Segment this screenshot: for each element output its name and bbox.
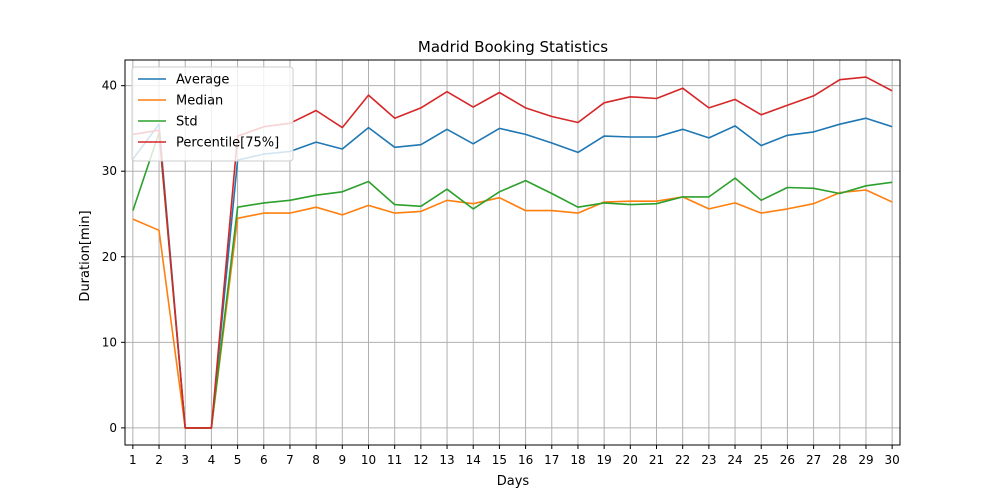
x-tick-label: 25 <box>754 453 769 467</box>
x-tick-label: 12 <box>413 453 428 467</box>
legend-label: Average <box>176 73 229 88</box>
x-tick-label: 13 <box>439 453 454 467</box>
x-tick-label: 14 <box>466 453 481 467</box>
x-tick-label: 28 <box>832 453 847 467</box>
legend-label: Percentile[75%] <box>176 136 279 151</box>
x-tick-label: 4 <box>208 453 216 467</box>
x-tick-label: 21 <box>649 453 664 467</box>
x-tick-label: 10 <box>361 453 376 467</box>
plot-frame <box>124 59 901 446</box>
x-tick-label: 5 <box>234 453 242 467</box>
legend: Average Median Std Percentile[75%] <box>131 66 294 162</box>
legend-box <box>131 66 294 162</box>
x-tick-label: 19 <box>596 453 611 467</box>
x-tick-label: 27 <box>806 453 821 467</box>
x-tick-label: 8 <box>312 453 320 467</box>
legend-label: Std <box>176 115 198 130</box>
x-tick-label: 17 <box>544 453 559 467</box>
x-tick-label: 16 <box>518 453 533 467</box>
x-tick-label: 2 <box>155 453 163 467</box>
x-tick-label: 6 <box>260 453 268 467</box>
x-tick-label: 3 <box>181 453 189 467</box>
y-tick-label: 0 <box>109 421 117 435</box>
x-tick-label: 30 <box>885 453 900 467</box>
x-tick-label: 18 <box>570 453 585 467</box>
y-axis-ticks: 0 10 20 30 40 <box>102 79 125 435</box>
y-tick-label: 30 <box>102 164 117 178</box>
y-axis-label: Duration[min] <box>78 210 93 301</box>
x-tick-label: 24 <box>727 453 742 467</box>
y-tick-label: 40 <box>102 79 117 93</box>
x-axis-label: Days <box>497 474 530 489</box>
chart-title: Madrid Booking Statistics <box>418 38 608 56</box>
y-tick-label: 20 <box>102 250 117 264</box>
x-tick-label: 23 <box>701 453 716 467</box>
y-tick-label: 10 <box>102 335 117 349</box>
x-tick-label: 9 <box>338 453 346 467</box>
series-line-1 <box>132 189 893 429</box>
x-tick-label: 11 <box>387 453 402 467</box>
x-tick-label: 1 <box>129 453 137 467</box>
series-line-2 <box>132 131 893 429</box>
x-axis-ticks: 1 2 3 4 5 6 7 8 9 10 11 12 13 14 15 16 17 18 19 20 21 22 23 24 2… <box>129 445 900 467</box>
x-tick-label: 15 <box>492 453 507 467</box>
x-tick-label: 7 <box>286 453 294 467</box>
x-tick-label: 29 <box>858 453 873 467</box>
x-tick-label: 20 <box>623 453 638 467</box>
x-tick-label: 22 <box>675 453 690 467</box>
legend-label: Median <box>176 94 223 109</box>
x-tick-label: 26 <box>780 453 795 467</box>
